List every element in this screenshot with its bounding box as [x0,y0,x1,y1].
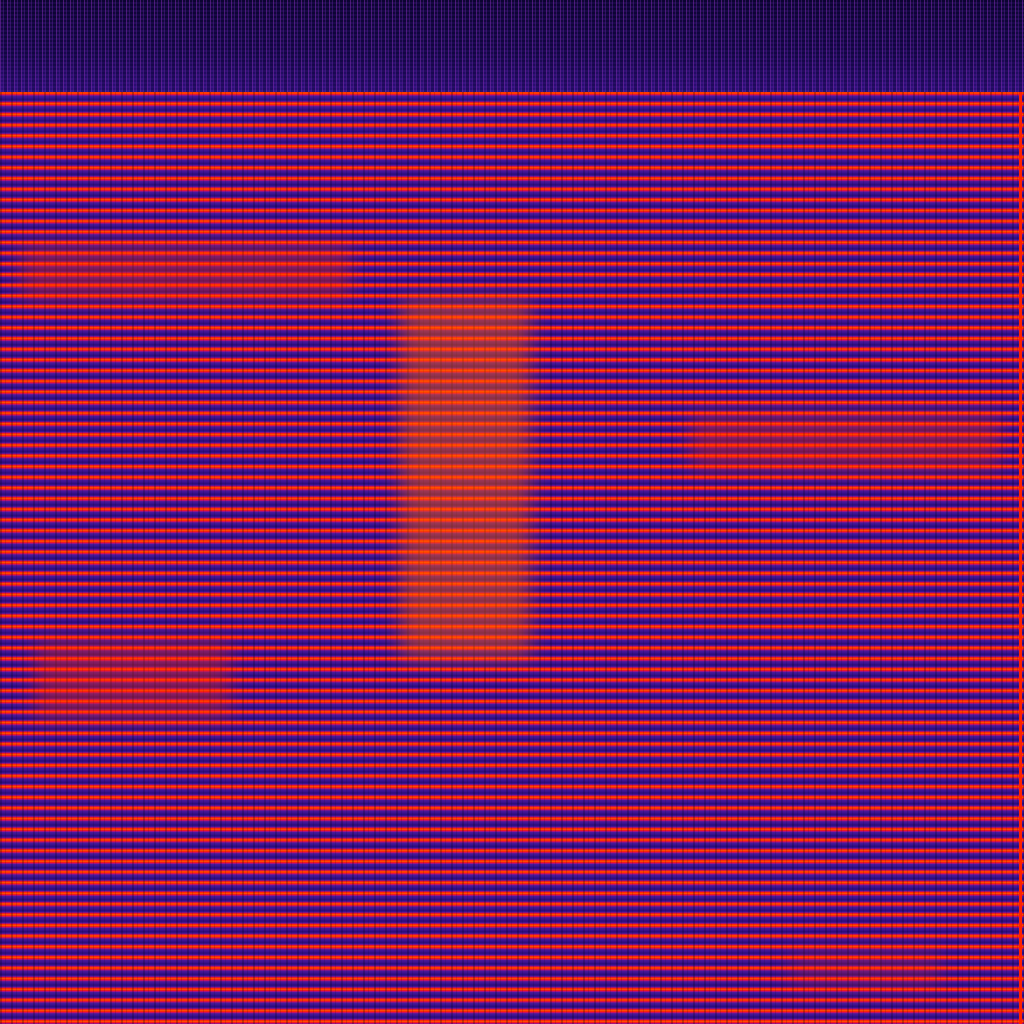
energy-region [400,300,530,660]
energy-region [790,950,940,990]
high-frequency-band [0,0,1024,92]
edge-line [1019,92,1022,1024]
energy-region [690,415,1000,470]
energy-region [20,245,350,300]
harmonic-lines [0,92,1024,1024]
energy-region [35,640,230,720]
noise-texture [0,92,1024,1024]
